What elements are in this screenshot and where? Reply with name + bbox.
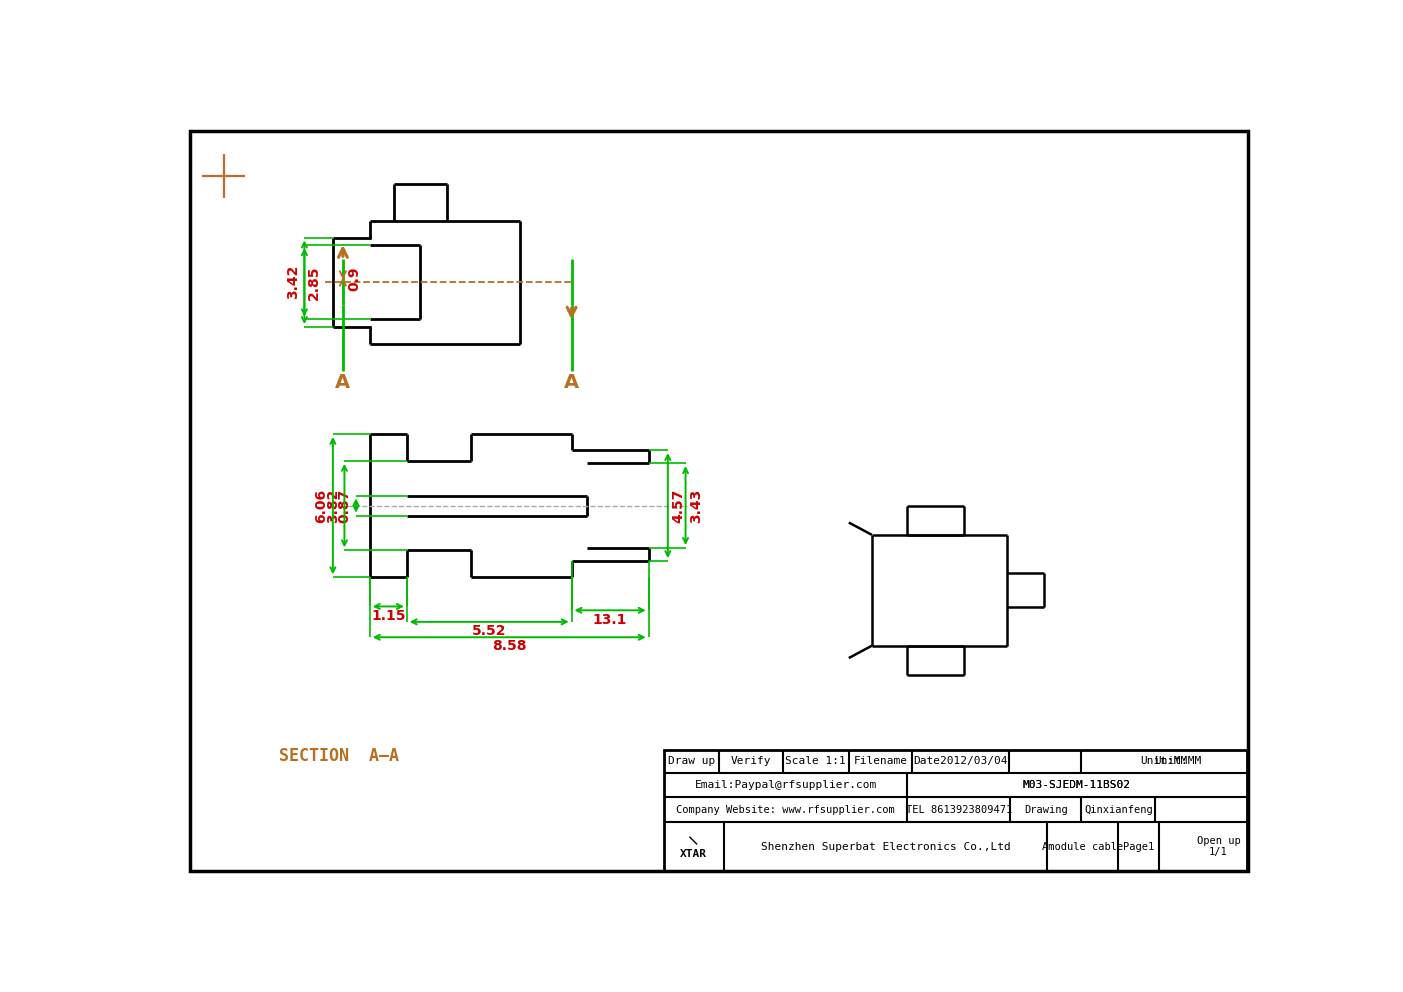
- Text: 4.57: 4.57: [672, 488, 686, 523]
- Bar: [571, 450, 648, 463]
- Text: Superbat: Superbat: [890, 166, 1009, 260]
- Text: Superbat: Superbat: [887, 347, 1012, 433]
- Text: TEL 8613923809471: TEL 8613923809471: [906, 805, 1012, 814]
- Text: Superbat: Superbat: [528, 166, 647, 260]
- Text: Superbat: Superbat: [250, 159, 370, 252]
- Text: 13.1: 13.1: [593, 613, 627, 627]
- Text: Company Website: www.rfsupplier.com: Company Website: www.rfsupplier.com: [676, 805, 895, 814]
- Text: 8.58: 8.58: [492, 640, 526, 654]
- Text: M03-SJEDM-11BS02: M03-SJEDM-11BS02: [1023, 780, 1131, 790]
- Text: Superbat: Superbat: [1041, 532, 1164, 618]
- Bar: [370, 551, 407, 577]
- Text: Unit:MM: Unit:MM: [1155, 756, 1202, 766]
- Text: Superbat: Superbat: [233, 316, 356, 402]
- Text: Superbat: Superbat: [1042, 397, 1163, 491]
- Text: Superbat: Superbat: [732, 570, 857, 657]
- Bar: [407, 461, 471, 496]
- Text: Verify: Verify: [731, 756, 772, 766]
- Text: Superbat: Superbat: [410, 425, 533, 510]
- Bar: [471, 434, 571, 461]
- Text: Scale 1:1: Scale 1:1: [786, 756, 846, 766]
- Text: 6.06: 6.06: [314, 488, 328, 523]
- Text: Date2012/03/04: Date2012/03/04: [913, 756, 1007, 766]
- Text: 3.42: 3.42: [286, 265, 300, 300]
- Text: Filename: Filename: [853, 756, 908, 766]
- Text: Page1: Page1: [1122, 841, 1153, 852]
- Text: Qinxianfeng: Qinxianfeng: [1085, 805, 1153, 814]
- Text: Superbat: Superbat: [370, 201, 495, 287]
- Text: 1.15: 1.15: [370, 609, 405, 623]
- Text: Draw up: Draw up: [668, 756, 716, 766]
- Text: Email:Paypal@rfsupplier.com: Email:Paypal@rfsupplier.com: [694, 780, 877, 790]
- Text: A: A: [564, 373, 579, 392]
- Text: 3.82: 3.82: [325, 488, 340, 523]
- Text: Superbat: Superbat: [732, 201, 857, 287]
- Bar: [571, 548, 648, 561]
- Bar: [664, 750, 1247, 871]
- Text: Superbat: Superbat: [735, 374, 854, 468]
- Text: Shenzhen Superbat Electronics Co.,Ltd: Shenzhen Superbat Electronics Co.,Ltd: [760, 841, 1010, 852]
- Text: Superbat: Superbat: [234, 450, 355, 545]
- Text: 3.43: 3.43: [689, 488, 703, 523]
- Text: Superbat: Superbat: [1041, 208, 1164, 295]
- Text: A: A: [335, 373, 351, 392]
- Bar: [471, 463, 586, 496]
- Text: Drawing: Drawing: [1024, 805, 1068, 814]
- Text: 2.85: 2.85: [307, 265, 321, 300]
- Text: Superbat: Superbat: [389, 605, 508, 699]
- Bar: [471, 516, 586, 548]
- Bar: [407, 516, 471, 551]
- Text: Superbat: Superbat: [581, 443, 702, 538]
- Text: Unit:MM: Unit:MM: [1141, 756, 1187, 766]
- Text: Superbat: Superbat: [890, 605, 1009, 699]
- Text: Superbat: Superbat: [540, 632, 665, 718]
- Text: SECTION  A—A: SECTION A—A: [279, 747, 398, 765]
- Text: M03-SJEDM-11BS02: M03-SJEDM-11BS02: [1023, 780, 1131, 790]
- Text: 0.87: 0.87: [338, 488, 351, 523]
- Text: 5.52: 5.52: [471, 624, 506, 638]
- Text: Superbat: Superbat: [571, 278, 696, 364]
- Text: Superbat: Superbat: [250, 682, 370, 776]
- Text: Open up
1/1: Open up 1/1: [1197, 836, 1240, 857]
- Bar: [370, 434, 407, 461]
- Text: 0.9: 0.9: [348, 266, 362, 291]
- Text: Superbat: Superbat: [404, 289, 523, 383]
- Text: Amodule cable: Amodule cable: [1042, 841, 1124, 852]
- Text: XTAR: XTAR: [679, 849, 707, 859]
- Text: Superbat: Superbat: [425, 709, 549, 795]
- Bar: [471, 551, 571, 577]
